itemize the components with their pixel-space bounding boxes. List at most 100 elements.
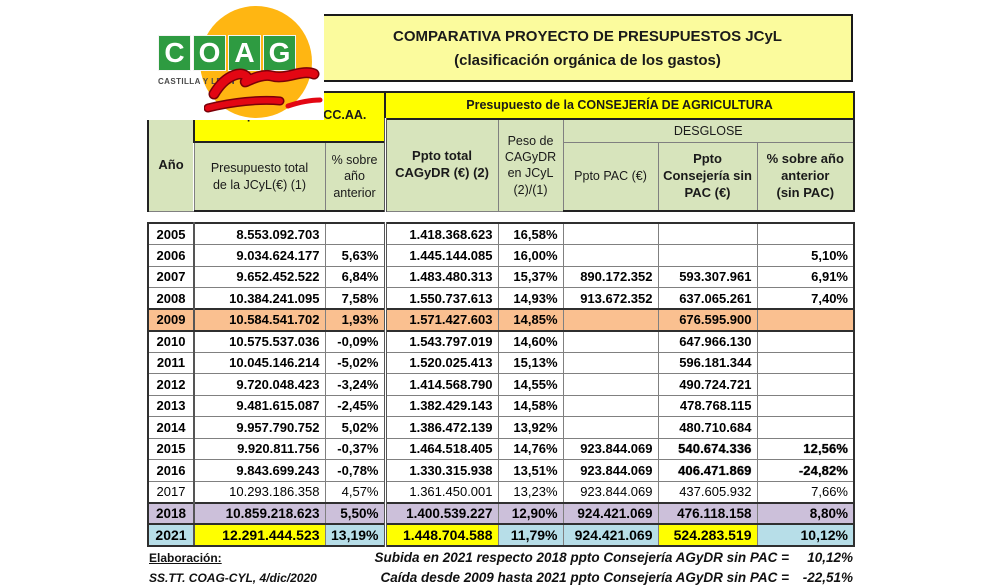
table-row-2021: 2021 12.291.444.523 13,19% 1.448.704.588 11,…: [147, 523, 855, 547]
table-row-2008: 2008 10.384.241.095 7,58% 1.550.737.613 14,9…: [147, 287, 855, 310]
cell-2009-pct_sinpac: [756, 308, 855, 332]
cell-2013-sinpac: 478.768.115: [657, 394, 758, 417]
budget-table-body: 2005 8.553.092.703 1.418.368.623 16,58% 2006…: [147, 222, 855, 547]
cell-2009-jcyl: 10.584.541.702: [193, 308, 326, 332]
logo-squiggle-icon: [204, 67, 323, 113]
summary-subida-text: Subida en 2021 respecto 2018 ppto Consej…: [374, 550, 789, 565]
logo-letter: A: [228, 35, 261, 71]
cell-2010-pac: [562, 330, 659, 353]
cell-2009-pct: 1,93%: [324, 308, 386, 332]
cell-2011-pct: -5,02%: [324, 351, 386, 374]
cell-2017-year: 2017: [147, 480, 195, 503]
cell-2006-pct: 5,63%: [324, 244, 386, 267]
cell-2017-jcyl: 10.293.186.358: [193, 480, 326, 503]
cell-2008-cagydr: 1.550.737.613: [383, 287, 499, 310]
cell-2014-pct_sinpac: [756, 416, 855, 439]
table-row-2005: 2005 8.553.092.703 1.418.368.623 16,58%: [147, 222, 855, 245]
cell-2008-year: 2008: [147, 287, 195, 310]
cell-2010-pct_sinpac: [756, 330, 855, 353]
table-row-2009: 2009 10.584.541.702 1,93% 1.571.427.603 14,8…: [147, 308, 855, 332]
cell-2005-pct: [324, 222, 386, 245]
header-pct-sinpac: % sobre año anterior (sin PAC): [756, 141, 856, 212]
cell-2018-cagydr: 1.400.539.227: [383, 501, 499, 525]
cell-2015-year: 2015: [147, 437, 195, 460]
cell-2008-pct_sinpac: 7,40%: [756, 287, 855, 310]
cell-2021-peso: 11,79%: [497, 523, 564, 547]
cell-2021-jcyl: 12.291.444.523: [193, 523, 326, 547]
cell-2012-pct_sinpac: [756, 373, 855, 396]
logo-letters: C O A G: [158, 35, 296, 71]
cell-2021-pct_sinpac: 10,12%: [756, 523, 855, 547]
summary-line-caida: Caída desde 2009 hasta 2021 ppto Conseje…: [300, 570, 853, 585]
cell-2005-sinpac: [657, 222, 758, 245]
cell-2018-peso: 12,90%: [497, 501, 564, 525]
cell-2014-jcyl: 9.957.790.752: [193, 416, 326, 439]
cell-2010-year: 2010: [147, 330, 195, 353]
cell-2008-pac: 913.672.352: [562, 287, 659, 310]
cell-2021-year: 2021: [147, 523, 195, 547]
cell-2006-jcyl: 9.034.624.177: [193, 244, 326, 267]
cell-2012-jcyl: 9.720.048.423: [193, 373, 326, 396]
cell-2009-sinpac: 676.595.900: [657, 308, 758, 332]
cell-2009-pac: [562, 308, 659, 332]
cell-2014-cagydr: 1.386.472.139: [383, 416, 499, 439]
cell-2017-pct_sinpac: 7,66%: [756, 480, 855, 503]
cell-2016-pct: -0,78%: [324, 459, 386, 482]
cell-2017-pac: 923.844.069: [562, 480, 659, 503]
cell-2012-pac: [562, 373, 659, 396]
cell-2005-pac: [562, 222, 659, 245]
elaboracion-value: SS.TT. COAG-CYL, 4/dic/2020: [149, 571, 317, 585]
cell-2017-sinpac: 437.605.932: [657, 480, 758, 503]
cell-2011-year: 2011: [147, 351, 195, 374]
cell-2017-cagydr: 1.361.450.001: [383, 480, 499, 503]
cell-2014-peso: 13,92%: [497, 416, 564, 439]
cell-2009-cagydr: 1.571.427.603: [383, 308, 499, 332]
header-cagydr: Ppto total CAGyDR (€) (2): [383, 118, 499, 212]
cell-2010-peso: 14,60%: [497, 330, 564, 353]
summary-caida-text: Caída desde 2009 hasta 2021 ppto Conseje…: [380, 570, 789, 585]
cell-2021-pct: 13,19%: [324, 523, 386, 547]
logo-region-label: CASTILLA Y LEÓN: [158, 77, 235, 86]
cell-2015-pct: -0,37%: [324, 437, 386, 460]
cell-2013-pac: [562, 394, 659, 417]
cell-2007-pac: 890.172.352: [562, 265, 659, 288]
cell-2006-peso: 16,00%: [497, 244, 564, 267]
cell-2010-pct: -0,09%: [324, 330, 386, 353]
cell-2011-peso: 15,13%: [497, 351, 564, 374]
cell-2021-cagydr: 1.448.704.588: [383, 523, 499, 547]
summary-caida-value: -22,51%: [802, 570, 853, 585]
cell-2012-sinpac: 490.724.721: [657, 373, 758, 396]
header-consejeria-band: Presupuesto de la CONSEJERÍA DE AGRICULT…: [384, 91, 856, 120]
cell-2012-cagydr: 1.414.568.790: [383, 373, 499, 396]
table-row-2016: 2016 9.843.699.243 -0,78% 1.330.315.938 13,5…: [147, 459, 855, 482]
cell-2013-peso: 14,58%: [497, 394, 564, 417]
cell-2011-jcyl: 10.045.146.214: [193, 351, 326, 374]
table-row-2017: 2017 10.293.186.358 4,57% 1.361.450.001 13,2…: [147, 480, 855, 503]
cell-2013-pct: -2,45%: [324, 394, 386, 417]
cell-2007-jcyl: 9.652.452.522: [193, 265, 326, 288]
cell-2016-sinpac: 406.471.869: [657, 459, 758, 482]
table-row-2010: 2010 10.575.537.036 -0,09% 1.543.797.019 14,…: [147, 330, 855, 353]
cell-2014-pac: [562, 416, 659, 439]
cell-2010-cagydr: 1.543.797.019: [383, 330, 499, 353]
cell-2008-peso: 14,93%: [497, 287, 564, 310]
cell-2008-sinpac: 637.065.261: [657, 287, 758, 310]
cell-2009-peso: 14,85%: [497, 308, 564, 332]
cell-2016-pct_sinpac: -24,82%: [756, 459, 855, 482]
cell-2014-pct: 5,02%: [324, 416, 386, 439]
cell-2007-sinpac: 593.307.961: [657, 265, 758, 288]
cell-2016-cagydr: 1.330.315.938: [383, 459, 499, 482]
cell-2011-cagydr: 1.520.025.413: [383, 351, 499, 374]
table-row-2011: 2011 10.045.146.214 -5,02% 1.520.025.413 15,…: [147, 351, 855, 374]
cell-2011-sinpac: 596.181.344: [657, 351, 758, 374]
cell-2015-jcyl: 9.920.811.756: [193, 437, 326, 460]
cell-2005-year: 2005: [147, 222, 195, 245]
page-title-line1: COMPARATIVA PROYECTO DE PRESUPUESTOS JCy…: [393, 27, 782, 45]
cell-2018-pct: 5,50%: [324, 501, 386, 525]
cell-2006-cagydr: 1.445.144.085: [383, 244, 499, 267]
cell-2006-year: 2006: [147, 244, 195, 267]
cell-2012-year: 2012: [147, 373, 195, 396]
cell-2015-sinpac: 540.674.336: [657, 437, 758, 460]
cell-2013-jcyl: 9.481.615.087: [193, 394, 326, 417]
cell-2013-pct_sinpac: [756, 394, 855, 417]
